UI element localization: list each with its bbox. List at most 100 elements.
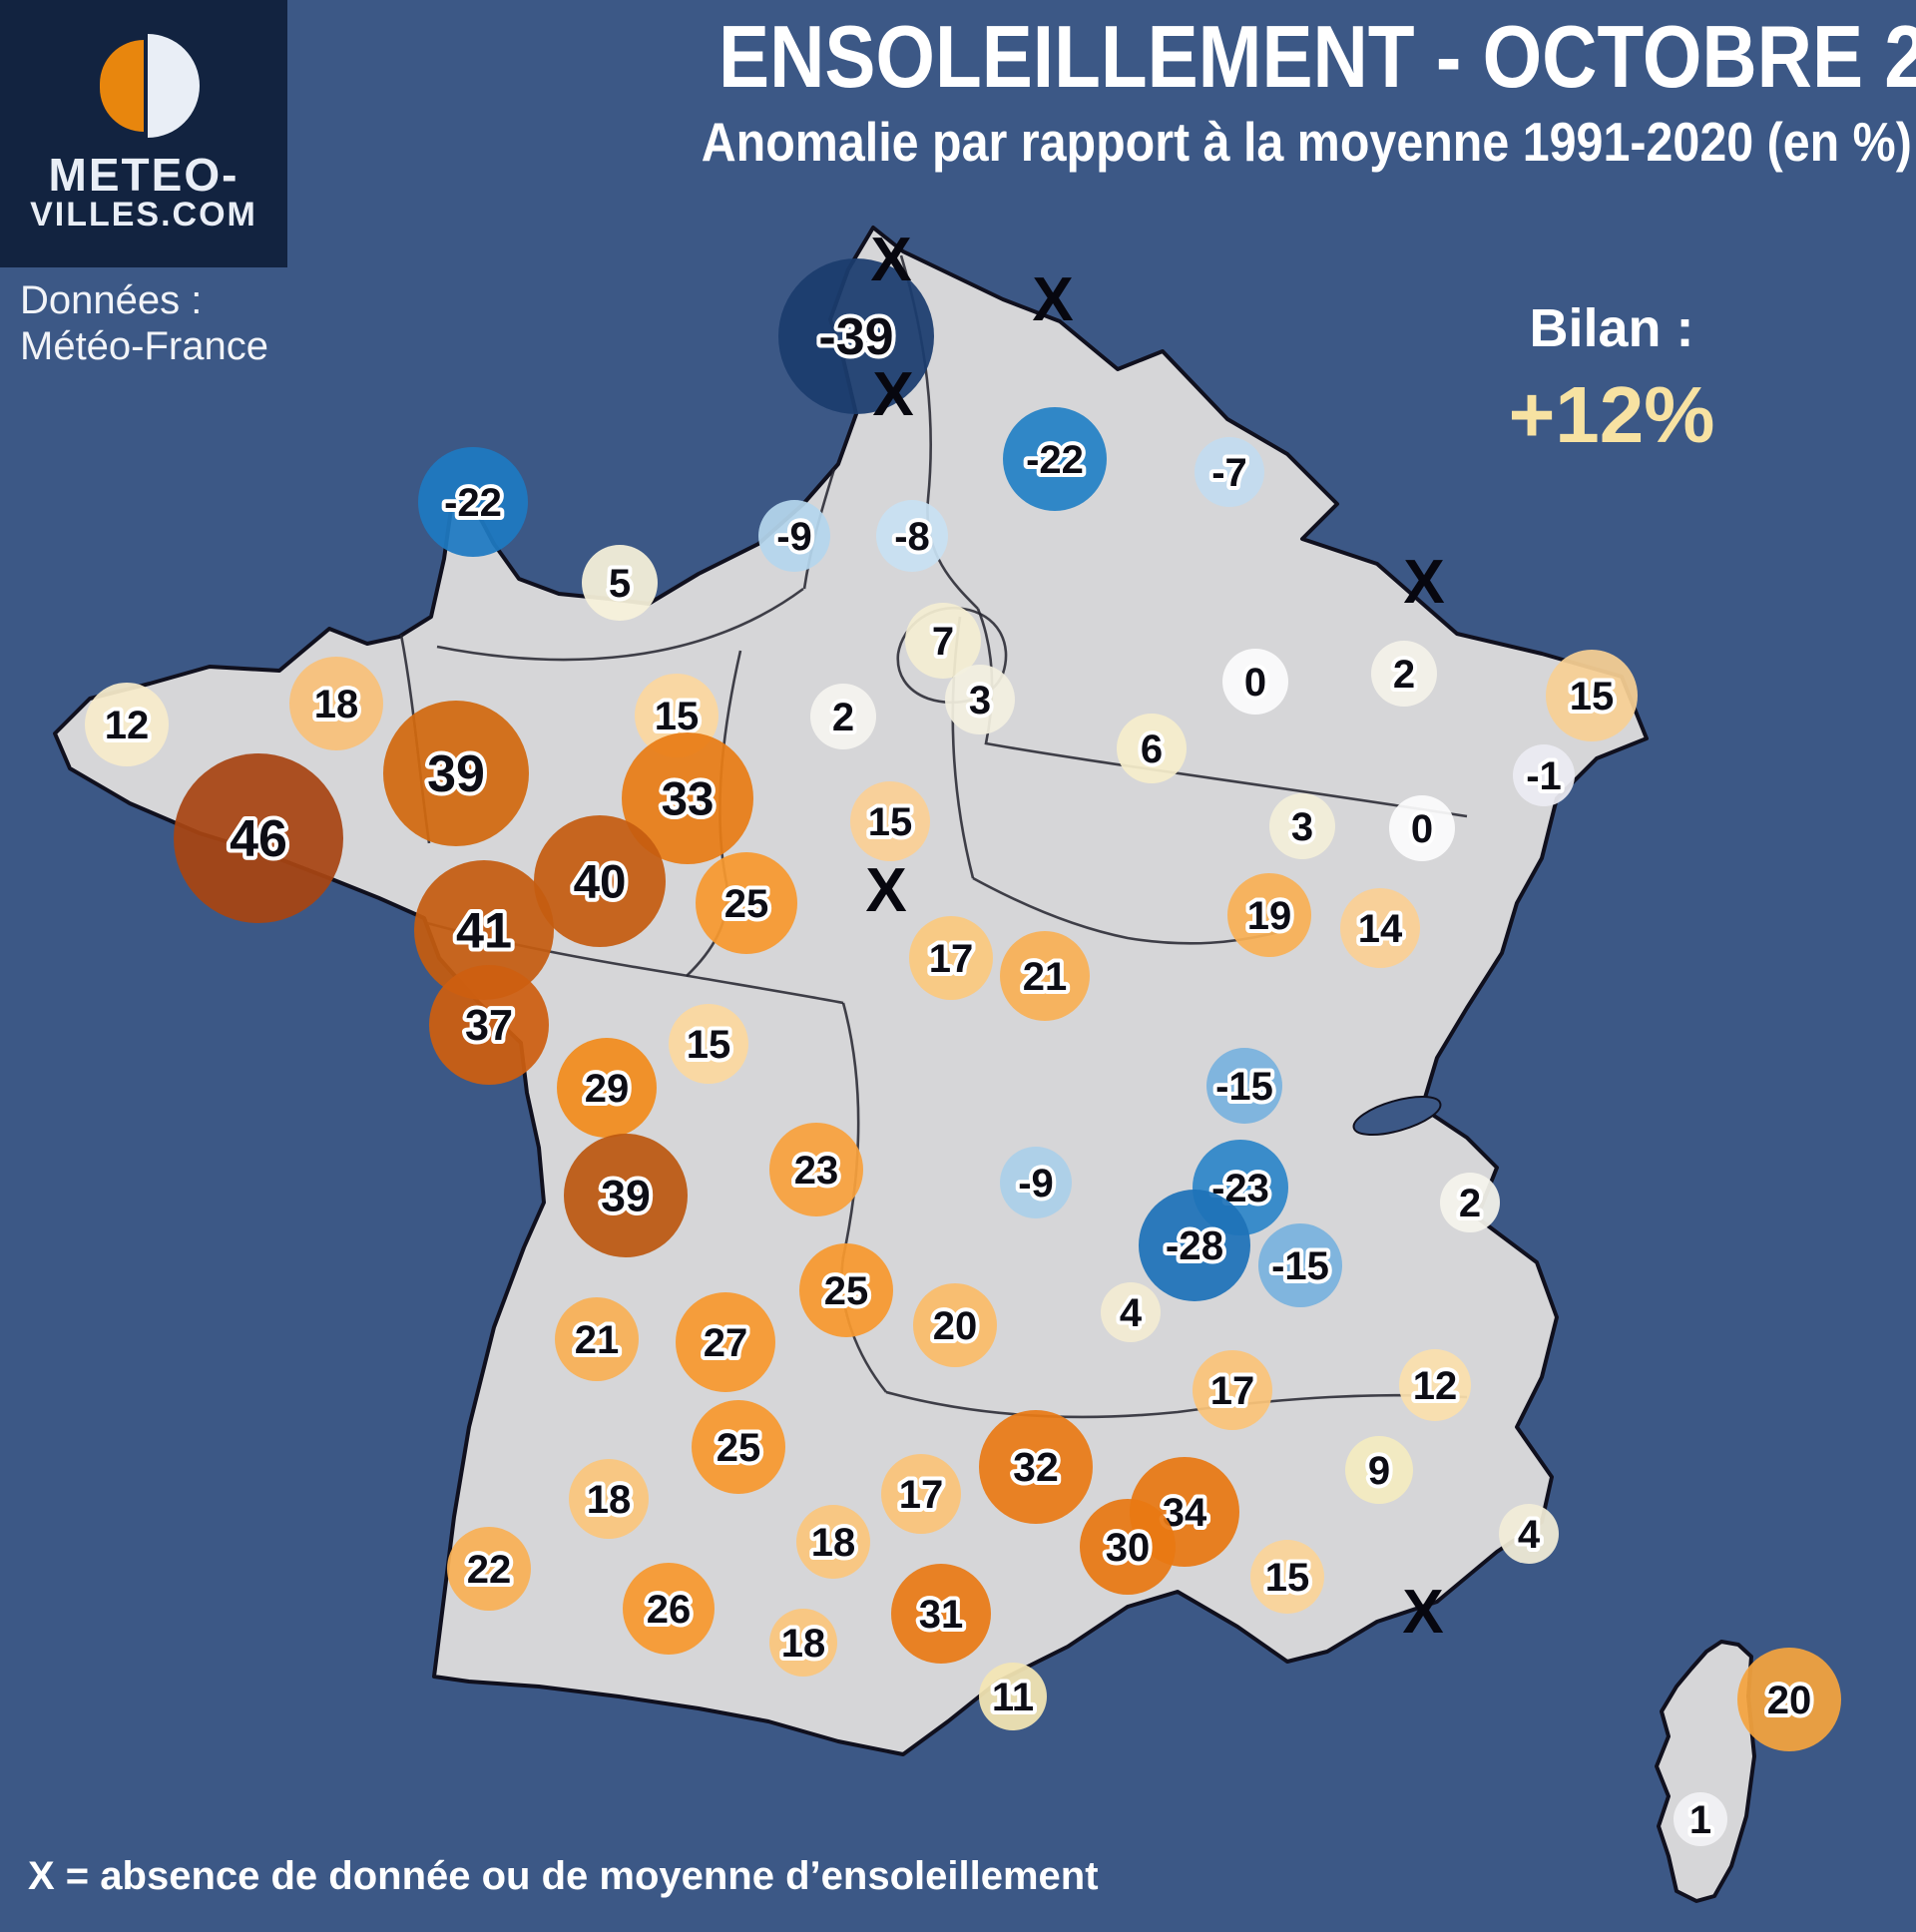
anomaly-value: 20 (933, 1304, 978, 1348)
anomaly-circle (696, 852, 797, 954)
anomaly-circle (582, 545, 658, 621)
anomaly-value: 17 (899, 1473, 944, 1517)
anomaly-circle (1389, 795, 1455, 861)
anomaly-value: 0 (1244, 661, 1266, 705)
anomaly-circle (1737, 1648, 1841, 1751)
anomaly-value: 25 (824, 1269, 869, 1313)
data-source-line1: Données : (20, 278, 203, 322)
anomaly-value: 26 (647, 1588, 692, 1632)
anomaly-value: 33 (662, 772, 715, 825)
no-data-x-mark: X (870, 226, 911, 294)
anomaly-circle (979, 1663, 1047, 1730)
anomaly-circle (557, 1038, 657, 1138)
anomaly-circle (979, 1410, 1093, 1524)
anomaly-circle (891, 1564, 991, 1664)
anomaly-value: -15 (1215, 1065, 1273, 1109)
anomaly-circle (1345, 1436, 1413, 1504)
anomaly-value: 17 (929, 937, 974, 981)
anomaly-circle (418, 447, 528, 557)
anomaly-circle (913, 1283, 997, 1367)
no-data-x-mark: X (865, 856, 906, 925)
anomaly-circle (447, 1527, 531, 1611)
anomaly-circle (1674, 1792, 1727, 1846)
anomaly-circle (1193, 1350, 1272, 1430)
anomaly-value: 5 (609, 562, 631, 606)
anomaly-circle (429, 965, 549, 1085)
anomaly-value: 20 (1767, 1679, 1812, 1722)
anomaly-circle (945, 665, 1015, 734)
bilan-value: +12% (1508, 370, 1715, 459)
anomaly-value: 17 (1210, 1369, 1255, 1413)
anomaly-value: 41 (456, 901, 512, 958)
no-data-x-mark: X (872, 360, 913, 429)
anomaly-circle (1139, 1190, 1250, 1301)
anomaly-circle (810, 684, 876, 749)
anomaly-circle (1206, 1048, 1282, 1124)
anomaly-circle (799, 1243, 893, 1337)
anomaly-value: -28 (1166, 1222, 1223, 1268)
anomaly-circle (85, 683, 169, 766)
anomaly-value: -39 (818, 308, 893, 366)
lake-geneva (1352, 1095, 1442, 1137)
anomaly-circle (1269, 793, 1335, 859)
bilan-block: Bilan : +12% (1437, 297, 1786, 461)
anomaly-circle (1195, 437, 1264, 507)
anomaly-value: 15 (1265, 1556, 1310, 1600)
anomaly-circle (289, 657, 383, 750)
anomaly-value: 2 (1459, 1182, 1481, 1225)
bilan-label: Bilan : (1529, 298, 1694, 358)
anomaly-value: -9 (776, 515, 812, 559)
anomaly-circle (1000, 931, 1090, 1021)
anomaly-circle (534, 815, 666, 947)
anomaly-circle (769, 1609, 837, 1677)
anomaly-value: 21 (1023, 955, 1068, 999)
anomaly-value: 46 (230, 810, 287, 868)
anomaly-value: 4 (1518, 1513, 1541, 1557)
anomaly-circle (1440, 1173, 1500, 1232)
anomaly-value: -8 (894, 515, 930, 559)
anomaly-value: -9 (1018, 1162, 1054, 1206)
anomaly-value: 29 (585, 1067, 630, 1111)
header: ENSOLEILLEMENT - OCTOBRE 2025 Anomalie p… (619, 6, 1916, 174)
no-data-x-mark: X (1402, 1578, 1443, 1647)
anomaly-circle (1371, 641, 1437, 707)
anomaly-value: 6 (1141, 727, 1163, 771)
anomaly-value: 19 (1247, 894, 1292, 938)
sun-halfmoon-icon (100, 34, 200, 138)
anomaly-value: 11 (992, 1676, 1034, 1719)
anomaly-value: 22 (467, 1548, 512, 1592)
anomaly-circle (850, 781, 930, 861)
data-source-line2: Météo-France (20, 324, 268, 368)
anomaly-value: 2 (1393, 653, 1415, 697)
anomaly-value: 15 (687, 1023, 731, 1067)
anomaly-circle (796, 1505, 870, 1579)
logo-text-line1: METEO- (48, 149, 240, 201)
anomaly-circle (692, 1400, 785, 1494)
anomaly-value: 3 (1291, 805, 1313, 849)
anomaly-circle (1513, 744, 1575, 806)
anomaly-value: 18 (781, 1622, 826, 1666)
meteo-villes-logo: METEO- VILLES.COM (0, 0, 287, 267)
anomaly-value: 21 (575, 1318, 620, 1362)
anomaly-circle (1250, 1540, 1324, 1614)
anomaly-value: 15 (1570, 675, 1615, 719)
page-title: ENSOLEILLEMENT - OCTOBRE 2025 (718, 7, 1916, 106)
anomaly-circle (1117, 714, 1187, 783)
anomaly-circle (1000, 1147, 1072, 1218)
anomaly-circle (1399, 1349, 1471, 1421)
anomaly-circle (1003, 407, 1107, 511)
anomaly-circle (555, 1297, 639, 1381)
anomaly-value: 23 (794, 1149, 839, 1193)
anomaly-value: 25 (724, 882, 769, 926)
anomaly-value: 18 (587, 1478, 632, 1522)
data-source: Données : Météo-France (20, 277, 279, 369)
anomaly-circle (1499, 1504, 1559, 1564)
anomaly-circle (1258, 1223, 1342, 1307)
anomaly-value: 32 (1013, 1444, 1059, 1490)
anomaly-value: 1 (1689, 1798, 1711, 1842)
anomaly-value: -7 (1211, 451, 1247, 495)
anomaly-circle (1340, 888, 1420, 968)
anomaly-value: 12 (1413, 1364, 1458, 1408)
